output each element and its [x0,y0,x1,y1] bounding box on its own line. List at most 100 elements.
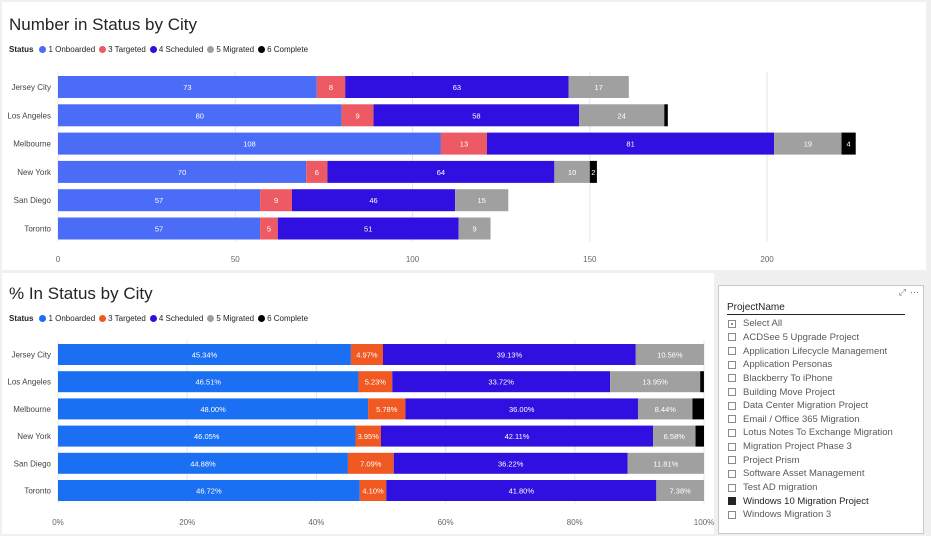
bar-segment[interactable] [455,189,509,212]
bar-segment[interactable] [695,425,704,447]
bar-segment[interactable] [627,452,704,474]
bar-segment[interactable] [292,189,456,212]
legend-item[interactable]: 6 Complete [258,45,308,54]
bar-segment[interactable] [260,189,292,212]
checkbox-icon[interactable] [728,510,736,519]
slicer-title-underline [727,314,905,315]
slicer-item[interactable]: Building Move Project [728,385,893,399]
legend-item[interactable]: 4 Scheduled [149,45,203,54]
slicer-item[interactable]: Project Prism [728,453,893,467]
bar-segment[interactable] [405,398,638,420]
bar-segment[interactable] [58,189,261,212]
slicer-item[interactable]: Select All [728,317,893,331]
bar-segment[interactable] [841,132,856,155]
checkbox-icon[interactable] [728,401,736,410]
legend-item[interactable]: 3 Targeted [99,314,146,323]
bar-segment[interactable] [692,398,704,420]
legend-item[interactable]: 4 Scheduled [149,314,203,323]
checkbox-icon[interactable] [728,497,736,506]
bar-segment[interactable] [554,160,590,183]
bar-segment[interactable] [58,452,348,474]
legend-label: 6 Complete [267,314,309,323]
bar-segment[interactable] [58,217,261,240]
bar-segment[interactable] [610,371,701,393]
bar-segment[interactable] [306,160,328,183]
bar-segment[interactable] [368,398,406,420]
checkbox-icon[interactable] [728,374,736,383]
bar-segment[interactable] [327,160,555,183]
bar-segment[interactable] [774,132,842,155]
bar-segment[interactable] [392,371,611,393]
checkbox-icon[interactable] [728,333,736,342]
bar-segment[interactable] [58,398,369,420]
slicer-item[interactable]: Data Center Migration Project [728,399,893,413]
checkbox-icon[interactable] [728,469,736,478]
slicer-item[interactable]: Application Personas [728,358,893,372]
bar-segment[interactable] [58,104,342,127]
bar-segment[interactable] [637,398,693,420]
bar-segment[interactable] [316,76,346,98]
bar-segment[interactable] [355,425,381,447]
slicer-item[interactable]: Blackberry To iPhone [728,372,893,386]
legend-item[interactable]: 6 Complete [258,314,308,323]
bar-segment[interactable] [277,217,459,240]
slicer-item-label: Lotus Notes To Exchange Migration [743,427,893,439]
checkbox-icon[interactable] [728,456,736,465]
slicer-item[interactable]: Application Lifecycle Management [728,344,893,358]
checkbox-icon[interactable] [728,415,736,424]
slicer-item[interactable]: Software Asset Management [728,467,893,481]
checkbox-icon[interactable] [728,319,736,328]
checkbox-icon[interactable] [728,442,736,451]
bar-segment[interactable] [589,160,597,183]
bar-segment[interactable] [458,217,491,240]
slicer-item[interactable]: Windows 10 Migration Project [728,494,893,508]
slicer-item[interactable]: ACDSee 5 Upgrade Project [728,331,893,345]
bar-segment[interactable] [58,344,351,365]
slicer-item[interactable]: Test AD migration [728,481,893,495]
legend-item[interactable]: 1 Onboarded [39,314,95,323]
bar-segment[interactable] [347,452,394,474]
bar-segment[interactable] [653,425,696,447]
slicer-item[interactable]: Migration Project Phase 3 [728,440,893,454]
bar-segment[interactable] [440,132,487,155]
bar-segment[interactable] [58,371,359,393]
legend-item[interactable]: 5 Migrated [207,45,254,54]
bar-segment[interactable] [383,344,636,365]
bar-segment[interactable] [568,76,629,98]
bar-segment[interactable] [58,425,356,447]
bar-segment[interactable] [656,480,704,501]
bar-segment[interactable] [393,452,628,474]
legend-item[interactable]: 3 Targeted [99,45,146,54]
bar-segment[interactable] [58,160,307,183]
bar-segment[interactable] [359,480,387,501]
bar-segment[interactable] [58,480,360,501]
legend-item[interactable]: 5 Migrated [207,314,254,323]
slicer-item[interactable]: Lotus Notes To Exchange Migration [728,426,893,440]
focus-mode-icon[interactable]: ⤢ [898,287,906,297]
checkbox-icon[interactable] [728,360,736,369]
bar-segment[interactable] [635,344,704,365]
checkbox-icon[interactable] [728,428,736,437]
more-options-icon[interactable]: ⋯ [910,287,919,297]
bar-segment[interactable] [341,104,374,127]
bar-segment[interactable] [260,217,278,240]
bar-segment[interactable] [381,425,654,447]
bar-segment[interactable] [579,104,665,127]
bar-segment[interactable] [358,371,393,393]
bar-segment[interactable] [664,104,668,127]
checkbox-icon[interactable] [728,388,736,397]
checkbox-icon[interactable] [728,347,736,356]
bar-segment[interactable] [373,104,580,127]
bar-segment[interactable] [700,371,704,393]
legend-item[interactable]: 1 Onboarded [39,45,95,54]
slicer-item[interactable]: Windows Migration 3 [728,508,893,522]
bar-segment[interactable] [350,344,384,365]
project-name-slicer[interactable]: ⤢ ⋯ ProjectName Select All ACDSee 5 Upgra… [718,285,924,534]
checkbox-icon[interactable] [728,483,736,492]
slicer-item[interactable]: Email / Office 365 Migration [728,412,893,426]
bar-segment[interactable] [487,132,775,155]
bar-segment[interactable] [386,480,657,501]
bar-segment[interactable] [58,132,441,155]
bar-segment[interactable] [58,76,317,98]
bar-segment[interactable] [345,76,569,98]
